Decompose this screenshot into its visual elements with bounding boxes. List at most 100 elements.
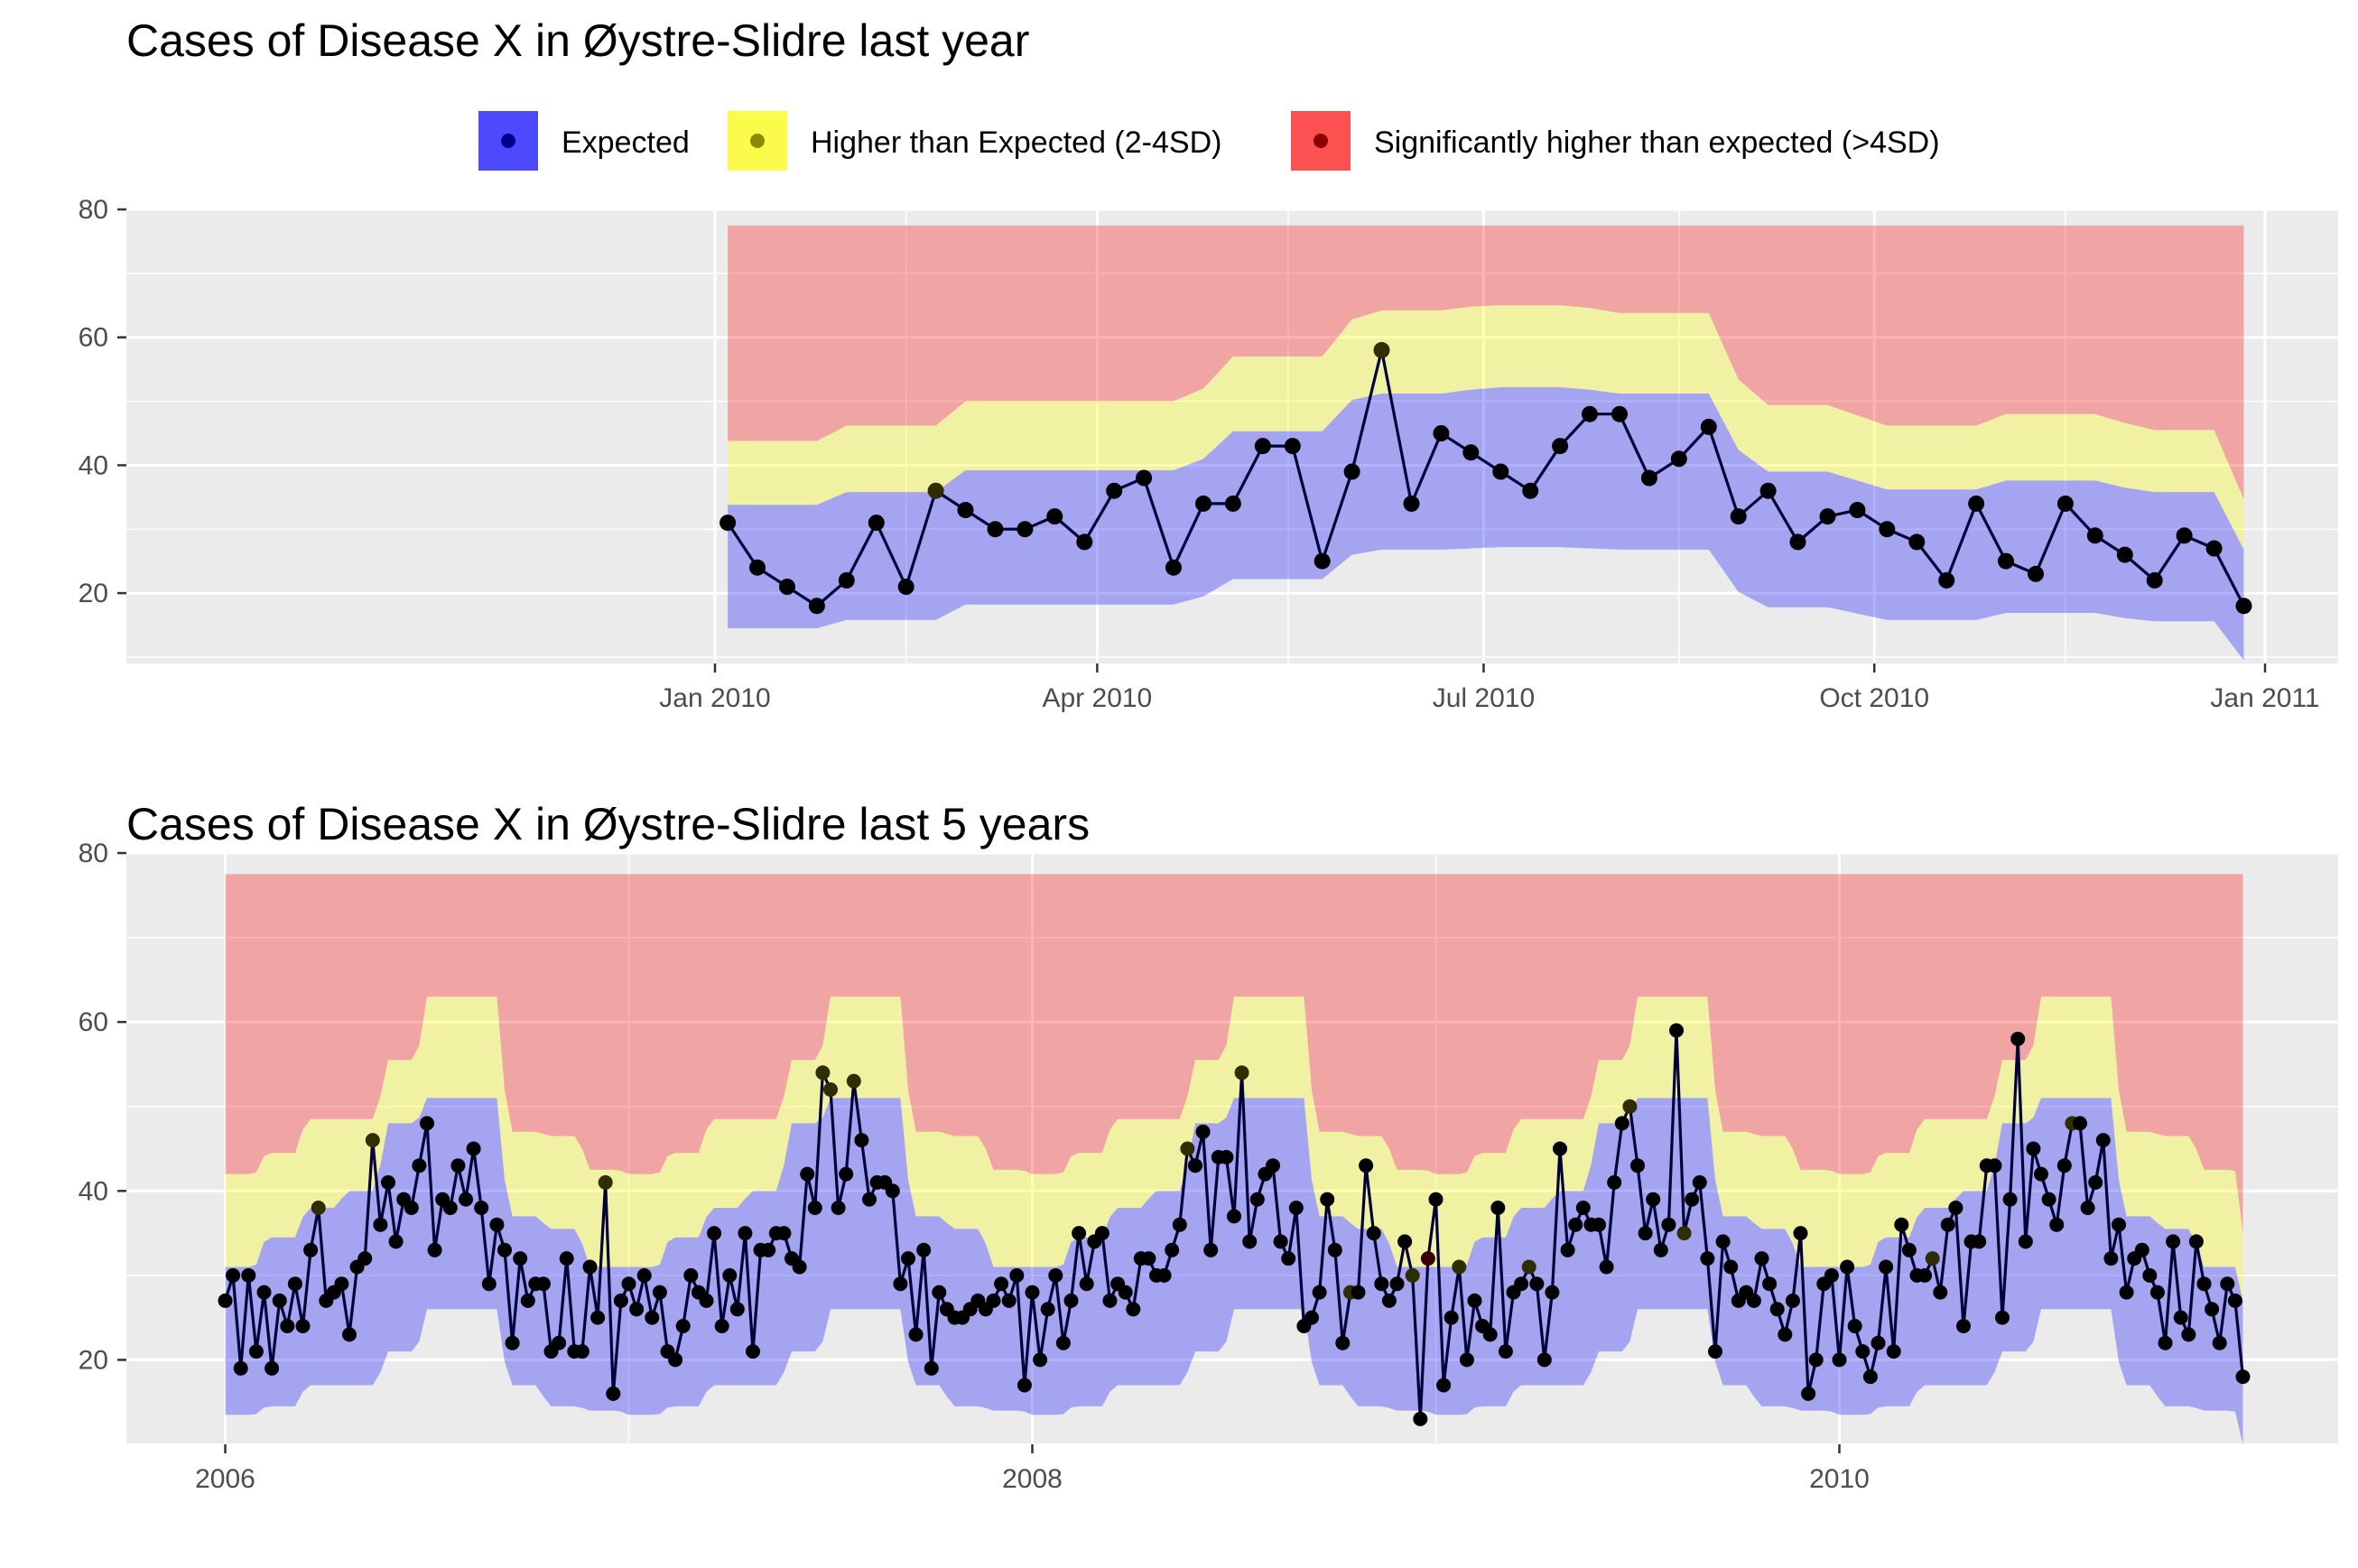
data-point-expected [1017, 521, 1034, 538]
data-point-higher [846, 1073, 861, 1089]
data-point-expected [1017, 1378, 1032, 1393]
data-point-expected [404, 1201, 419, 1215]
data-point-expected [2034, 1166, 2048, 1182]
data-point-expected [1514, 1276, 1529, 1292]
data-point-expected [1638, 1226, 1653, 1241]
data-point-expected [2220, 1276, 2235, 1292]
data-point-expected [535, 1276, 551, 1292]
data-point-expected [381, 1174, 395, 1190]
data-point-expected [412, 1158, 427, 1174]
data-point-expected [1397, 1234, 1413, 1249]
data-point-expected [2196, 1276, 2212, 1292]
y-tick-label: 80 [79, 839, 108, 868]
data-point-expected [1700, 418, 1717, 435]
data-point-expected [831, 1201, 846, 1215]
data-point-expected [957, 502, 974, 518]
band-significant [225, 874, 2243, 1234]
data-point-expected [2112, 1217, 2126, 1232]
data-point-expected [838, 571, 855, 589]
x-tick-label: Jan 2011 [2210, 683, 2319, 713]
legend-label-significant: Significantly higher than expected (>4SD… [1374, 125, 1940, 160]
data-point-expected [1118, 1285, 1133, 1300]
data-point-expected [2041, 1192, 2056, 1207]
data-point-expected [1063, 1293, 1079, 1308]
data-point-expected [1141, 1251, 1156, 1266]
data-point-expected [1938, 571, 1955, 589]
data-point-expected [675, 1319, 691, 1333]
x-tick-label: 2008 [1002, 1464, 1063, 1494]
data-point-expected [2142, 1267, 2158, 1283]
data-point-expected [1001, 1293, 1017, 1308]
data-point-expected [295, 1319, 311, 1333]
data-point-expected [1343, 463, 1360, 480]
data-point-expected [1855, 1344, 1871, 1359]
data-point-expected [582, 1259, 598, 1275]
data-point-expected [707, 1226, 722, 1241]
legend-label-expected: Expected [562, 125, 690, 160]
data-point-expected [924, 1360, 939, 1376]
data-point-expected [474, 1201, 489, 1215]
data-point-expected [1599, 1259, 1614, 1275]
data-point-significant [1420, 1251, 1435, 1266]
data-point-expected [1249, 1192, 1265, 1207]
data-point-expected [1288, 1201, 1304, 1215]
data-point-expected [1374, 1276, 1389, 1292]
panel-last-5-years: 20 40 60 80 2006 2008 2010 [79, 839, 2338, 1494]
data-point-expected [1195, 1124, 1211, 1139]
data-point-expected [1700, 1251, 1715, 1266]
data-point-expected [241, 1267, 256, 1283]
data-point-expected [1940, 1217, 1955, 1232]
data-point-expected [1172, 1217, 1187, 1232]
data-point-expected [862, 1192, 877, 1207]
data-point-expected [807, 1201, 822, 1215]
data-point-expected [218, 1293, 233, 1308]
data-point-expected [994, 1276, 1009, 1292]
data-point-expected [2056, 1158, 2072, 1174]
data-point-higher [1925, 1251, 1940, 1266]
x-tick-label: 2010 [1809, 1464, 1870, 1494]
data-point-expected [2205, 1302, 2220, 1317]
data-point-expected [1630, 1158, 1645, 1174]
data-point-expected [1723, 1259, 1739, 1275]
data-point-expected [2119, 1285, 2134, 1300]
data-point-expected [1312, 1285, 1327, 1300]
data-point-expected [2173, 1310, 2188, 1325]
data-point-expected [342, 1327, 357, 1342]
data-point-expected [1575, 1201, 1591, 1215]
legend-item-expected: Expected [478, 111, 690, 171]
data-point-expected [1670, 450, 1687, 468]
data-point-expected [2002, 1192, 2018, 1207]
data-point-expected [893, 1276, 908, 1292]
data-point-expected [272, 1293, 287, 1308]
legend-item-higher: Higher than Expected (2-4SD) [728, 111, 1221, 171]
y-tick-label: 80 [79, 195, 108, 225]
panel-background [126, 853, 2338, 1444]
data-point-expected [1136, 469, 1153, 487]
data-point-higher [1234, 1065, 1249, 1081]
data-point-expected [761, 1242, 776, 1257]
data-point-expected [1894, 1217, 1909, 1232]
data-point-expected [1871, 1335, 1886, 1350]
data-point-expected [1862, 1369, 1878, 1385]
data-point-expected [1553, 1141, 1567, 1156]
data-point-expected [916, 1242, 932, 1257]
data-point-expected [1785, 1293, 1800, 1308]
data-point-expected [897, 579, 914, 595]
data-point-expected [513, 1251, 528, 1266]
data-point-expected [2056, 495, 2074, 512]
data-point-expected [2205, 540, 2223, 557]
data-point-expected [1692, 1174, 1707, 1190]
data-point-expected [1948, 1201, 1963, 1215]
data-point-expected [1646, 1192, 1661, 1207]
data-point-expected [2073, 1116, 2087, 1131]
data-point-expected [1072, 1226, 1087, 1241]
data-point-expected [442, 1201, 458, 1215]
data-point-higher [598, 1174, 613, 1190]
data-point-expected [2018, 1234, 2033, 1249]
data-point-expected [2103, 1251, 2119, 1266]
data-point-expected [1351, 1285, 1366, 1300]
data-point-expected [1046, 508, 1063, 525]
data-point-expected [1436, 1378, 1452, 1393]
data-point-higher [1180, 1141, 1195, 1156]
